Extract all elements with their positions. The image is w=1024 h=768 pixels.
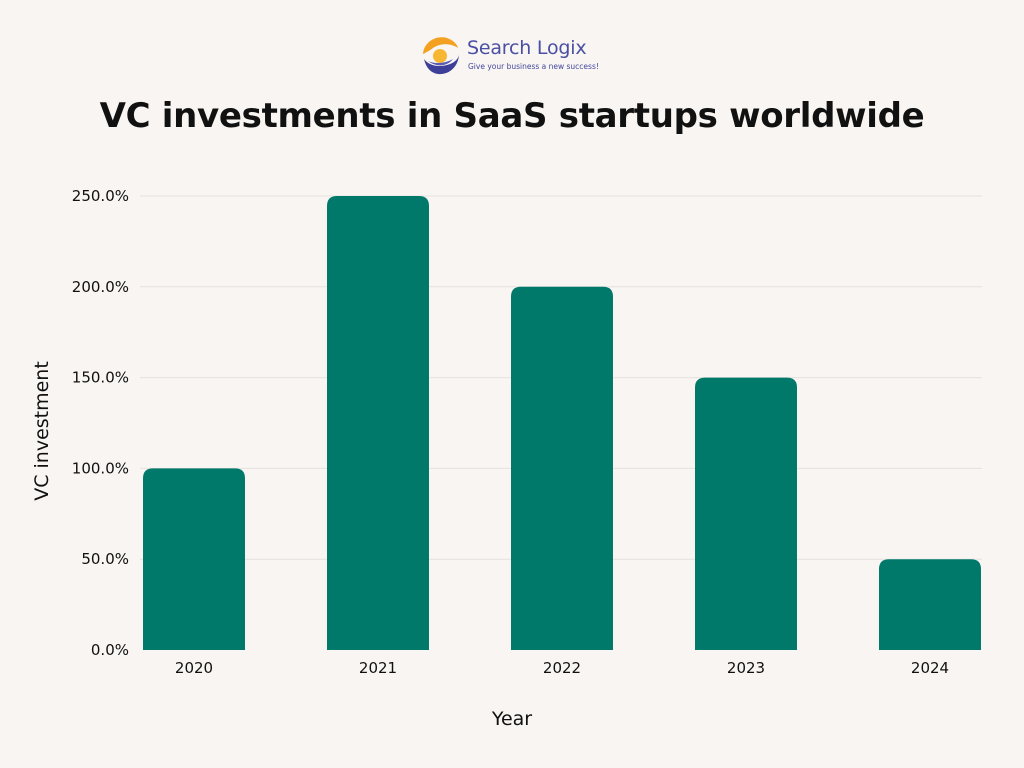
bar-2022 — [511, 286, 613, 650]
y-tick-label: 0.0% — [91, 641, 129, 659]
x-tick-label: 2022 — [543, 659, 581, 677]
y-axis-ticks: 0.0% 50.0% 100.0% 150.0% 200.0% 250.0% — [72, 187, 129, 659]
x-tick-label: 2021 — [359, 659, 397, 677]
bar-2021 — [327, 196, 429, 650]
bar-2024 — [879, 559, 981, 650]
x-axis-title: Year — [491, 708, 532, 730]
x-tick-label: 2024 — [911, 659, 949, 677]
logo-swoosh-icon — [423, 37, 459, 75]
y-tick-label: 150.0% — [72, 369, 129, 387]
x-axis-ticks: 2020 2021 2022 2023 2024 — [175, 659, 949, 677]
y-tick-label: 100.0% — [72, 459, 129, 477]
bar-2020 — [143, 468, 245, 650]
bars — [143, 196, 981, 650]
brand-name: Search Logix — [467, 37, 587, 59]
y-axis-title: VC investment — [31, 361, 53, 501]
brand-tagline: Give your business a new success! — [468, 62, 599, 71]
chart-title: VC investments in SaaS startups worldwid… — [99, 96, 925, 136]
brand-logo: Search Logix Give your business a new su… — [420, 34, 610, 76]
y-tick-label: 200.0% — [72, 278, 129, 296]
bar-2023 — [695, 377, 797, 650]
y-tick-label: 50.0% — [81, 550, 129, 568]
x-tick-label: 2020 — [175, 659, 213, 677]
x-tick-label: 2023 — [727, 659, 765, 677]
y-tick-label: 250.0% — [72, 187, 129, 205]
